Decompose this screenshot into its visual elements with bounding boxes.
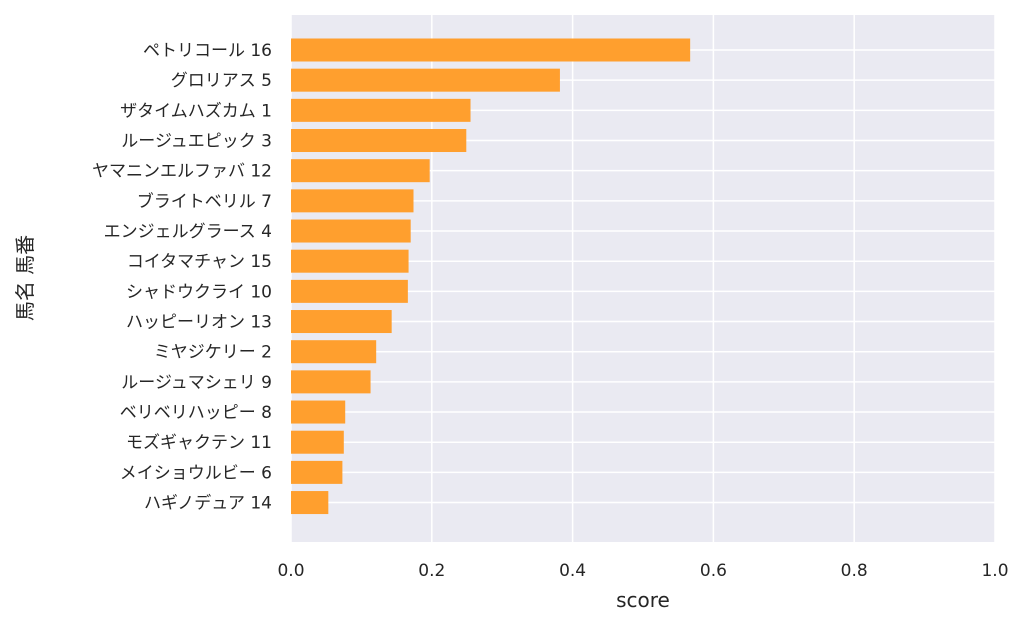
x-tick-label: 0.2 [418, 561, 445, 581]
bar [291, 98, 471, 122]
y-tick-label: ルージュエピック 3 [121, 132, 272, 152]
bar [291, 460, 343, 484]
bar [291, 249, 409, 273]
y-tick-label: コイタマチャン 15 [127, 252, 272, 272]
bar [291, 430, 344, 454]
bar [291, 491, 329, 515]
y-tick-label: ペトリコール 16 [143, 41, 272, 61]
y-tick-label: ブライトベリル 7 [137, 191, 272, 212]
bar [291, 219, 411, 243]
y-tick-label: シャドウクライ 10 [126, 282, 272, 302]
bar [291, 340, 377, 364]
x-tick-label: 0.6 [700, 561, 727, 581]
y-tick-label: メイショウルビー 6 [120, 463, 272, 483]
y-tick-label: ザタイムハズカム 1 [120, 101, 272, 121]
y-tick-label: ハギノデュア 14 [144, 493, 272, 514]
x-tick-label: 0.4 [559, 561, 586, 581]
x-axis-label: score [616, 588, 670, 612]
bar [291, 310, 392, 334]
y-tick-labels: ペトリコール 16 グロリアス 5 ザタイムハズカム 1 ルージュエピック 3 ヤマニン… [92, 41, 272, 514]
y-tick-label: ハッピーリオン 13 [126, 313, 272, 333]
x-tick-labels: 0.0 0.2 0.4 0.6 0.8 1.0 [277, 561, 1008, 581]
bar [291, 400, 346, 424]
y-tick-label: ヤマニンエルファバ 12 [92, 162, 272, 182]
y-tick-label: ミヤジケリー 2 [154, 343, 272, 363]
bar [291, 38, 691, 62]
bar [291, 159, 430, 183]
y-tick-label: ベリベリハッピー 8 [120, 403, 272, 423]
bars [291, 38, 691, 515]
x-tick-label: 1.0 [981, 561, 1008, 581]
y-tick-label: エンジェルグラース 4 [104, 222, 272, 242]
bar [291, 129, 467, 153]
y-axis-label: 馬名 馬番 [13, 235, 37, 321]
bar [291, 279, 408, 303]
bar [291, 68, 560, 92]
y-tick-label: ルージュマシェリ 9 [121, 373, 272, 393]
y-tick-label: モズギャクテン 11 [126, 433, 272, 453]
x-tick-label: 0.0 [277, 561, 304, 581]
plot-area [291, 15, 995, 542]
bar [291, 370, 371, 394]
bar [291, 189, 414, 213]
x-tick-label: 0.8 [841, 561, 868, 581]
y-tick-label: グロリアス 5 [171, 71, 272, 91]
